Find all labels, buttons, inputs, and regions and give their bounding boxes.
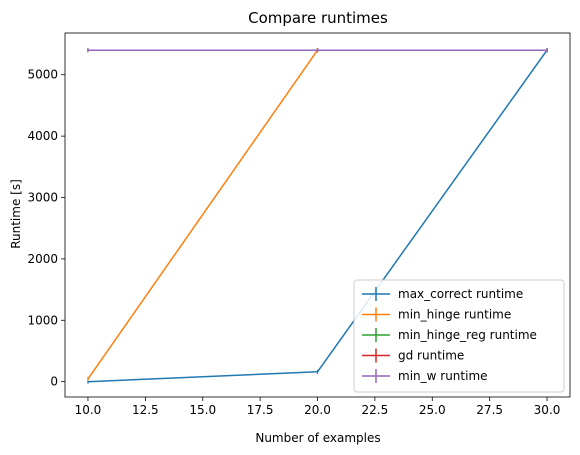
plot-area — [87, 48, 548, 384]
x-tick-label: 20.0 — [304, 403, 331, 417]
y-tick-label: 3000 — [27, 191, 58, 205]
x-tick-label: 15.0 — [189, 403, 216, 417]
x-tick-label: 17.5 — [247, 403, 274, 417]
legend-label-max-correct-runtime: max_correct runtime — [398, 287, 523, 301]
legend-box — [353, 279, 565, 393]
y-tick-label: 2000 — [27, 252, 58, 266]
x-tick-label: 30.0 — [534, 403, 561, 417]
x-tick-label: 27.5 — [476, 403, 503, 417]
x-tick-label: 22.5 — [362, 403, 389, 417]
x-tick-label: 25.0 — [419, 403, 446, 417]
y-tick-label: 1000 — [27, 313, 58, 327]
x-tick-label: 12.5 — [132, 403, 159, 417]
x-tick-label: 10.0 — [75, 403, 102, 417]
y-tick-label: 4000 — [27, 129, 58, 143]
legend-label-min-w-runtime: min_w runtime — [398, 369, 488, 383]
y-axis-label: Runtime [s] — [9, 179, 23, 249]
legend-label-min-hinge-reg-runtime: min_hinge_reg runtime — [398, 328, 537, 342]
legend: max_correct runtime min_hinge runtime min_… — [353, 279, 565, 393]
x-axis-label: Number of examples — [255, 431, 380, 445]
chart-title: Compare runtimes — [248, 9, 388, 27]
legend-label-min-hinge-runtime: min_hinge runtime — [398, 308, 511, 322]
legend-label-gd-runtime: gd runtime — [398, 349, 464, 363]
y-tick-label: 5000 — [27, 68, 58, 82]
axes: 10.0 12.5 15.0 17.5 20.0 22.5 25.0 27.5 30.0 0 100… — [27, 32, 571, 417]
y-tick-label: 0 — [50, 375, 58, 389]
